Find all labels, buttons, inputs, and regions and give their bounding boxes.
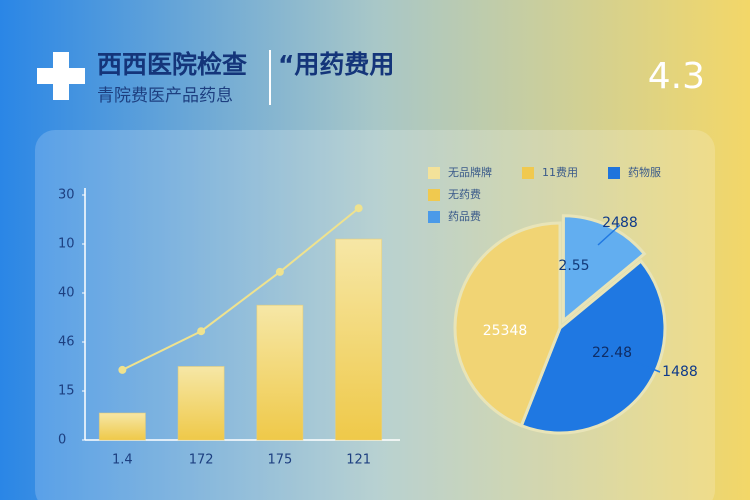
- pie-slice: [453, 221, 562, 428]
- x-tick-label: 1.4: [112, 453, 133, 468]
- line-point: [197, 327, 206, 336]
- line-point: [118, 365, 127, 374]
- x-tick-label: 175: [267, 453, 292, 468]
- y-tick-label: 40: [58, 286, 75, 301]
- legend-swatch: [428, 211, 440, 223]
- bar: [177, 366, 225, 441]
- legend-label: 药品费: [448, 210, 481, 223]
- y-tick-label: 0: [58, 433, 66, 448]
- x-tick-label: 121: [346, 453, 371, 468]
- annotation: 25348: [483, 323, 528, 339]
- leader-line: [597, 224, 621, 246]
- subtitle: 青院费医产品药息: [97, 86, 233, 106]
- bar: [335, 238, 383, 441]
- legend-label: 无药费: [448, 188, 481, 201]
- pie-slice: [519, 258, 667, 435]
- line: [121, 207, 360, 371]
- title: 西西医院检查: [97, 50, 247, 79]
- legend-swatch: [428, 189, 440, 201]
- annotation: 1488: [662, 364, 698, 380]
- leader-line: [629, 359, 661, 373]
- y-tick-label: 30: [58, 188, 75, 203]
- line-point: [275, 267, 284, 276]
- y-tick-label: 15: [58, 384, 75, 399]
- pie-slice: [561, 214, 647, 324]
- annotation: 22.48: [592, 345, 632, 361]
- line-point: [354, 204, 363, 213]
- annotation: 2488: [602, 215, 638, 231]
- legend-label: 11费用: [542, 166, 578, 179]
- legend-swatch: [522, 167, 534, 179]
- annotation: 2.55: [558, 258, 589, 274]
- cross-icon: [37, 52, 85, 100]
- x-tick-label: 172: [189, 453, 214, 468]
- bar: [98, 412, 146, 441]
- badge: 4.3: [648, 56, 705, 97]
- legend-swatch: [608, 167, 620, 179]
- legend-label: 无品牌牌: [448, 165, 492, 179]
- bar: [256, 304, 304, 441]
- legend-label: 药物服: [628, 165, 661, 179]
- y-tick-label: 46: [58, 335, 75, 350]
- y-tick-label: 10: [58, 237, 75, 252]
- title-right: “用药费用: [278, 50, 394, 79]
- legend-swatch: [428, 167, 440, 179]
